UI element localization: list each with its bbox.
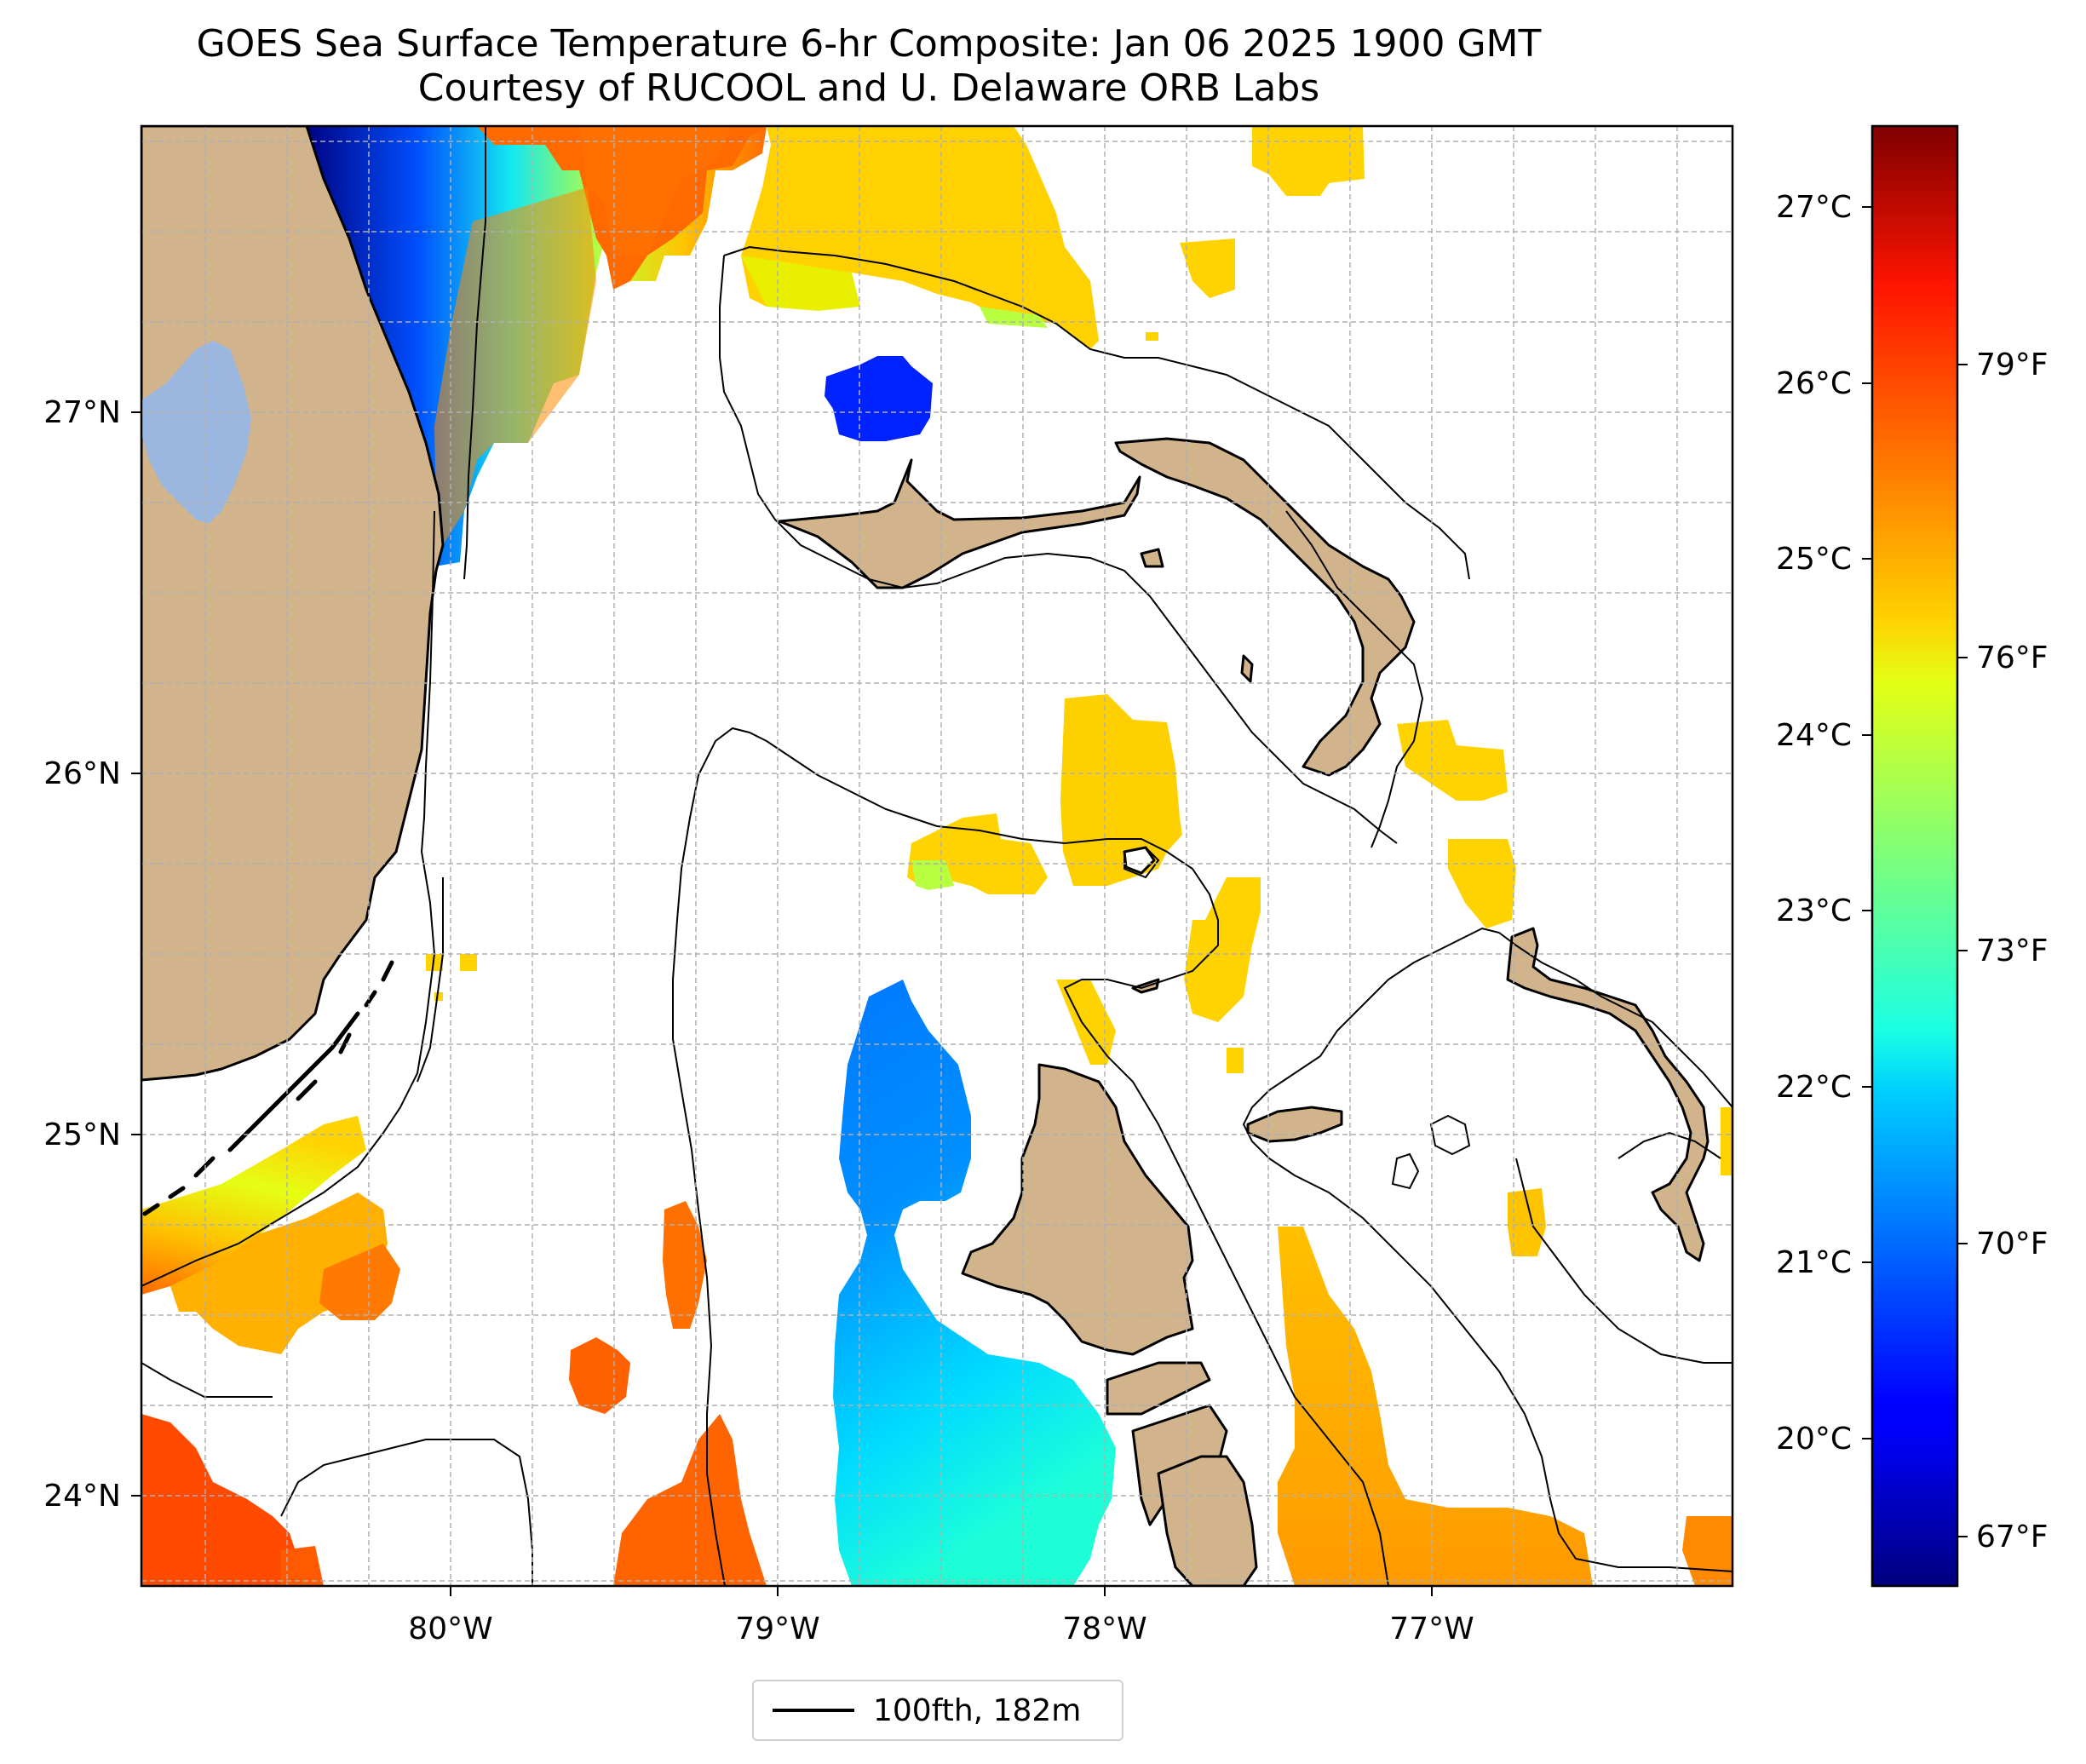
celsius-tick-label: 25°C bbox=[1776, 542, 1852, 577]
fahrenheit-tick-label: 79°F bbox=[1976, 348, 2049, 382]
lat-tick-label: 24°N bbox=[43, 1479, 121, 1514]
fahrenheit-tick-label: 76°F bbox=[1976, 641, 2049, 675]
gridlines bbox=[141, 126, 1733, 1586]
colorbar bbox=[1871, 124, 1959, 1588]
celsius-tick-label: 21°C bbox=[1776, 1245, 1852, 1280]
lon-tick-label: 77°W bbox=[1389, 1612, 1474, 1646]
celsius-ticks bbox=[1862, 206, 1872, 1439]
lat-tick-label: 25°N bbox=[43, 1118, 121, 1152]
map-area bbox=[141, 126, 1733, 1586]
lon-tick-label: 80°W bbox=[408, 1612, 492, 1646]
legend: 100fth, 182m bbox=[752, 1680, 1123, 1741]
fahrenheit-ticks bbox=[1957, 364, 1968, 1537]
celsius-tick-label: 22°C bbox=[1776, 1070, 1852, 1105]
lake-okeechobee bbox=[141, 341, 251, 524]
map-frame bbox=[140, 124, 1734, 1588]
florida-keys bbox=[142, 960, 394, 1216]
legend-line-swatch bbox=[773, 1709, 854, 1712]
lat-tick-label: 27°N bbox=[43, 395, 121, 430]
legend-label: 100fth, 182m bbox=[873, 1692, 1082, 1728]
axis-ticks bbox=[131, 411, 1433, 1596]
celsius-tick-label: 26°C bbox=[1776, 366, 1852, 401]
celsius-tick-label: 27°C bbox=[1776, 190, 1852, 225]
chart-subtitle: Courtesy of RUCOOL and U. Delaware ORB L… bbox=[417, 66, 1320, 110]
chart-title: GOES Sea Surface Temperature 6-hr Compos… bbox=[196, 22, 1542, 66]
fahrenheit-tick-label: 67°F bbox=[1976, 1520, 2049, 1554]
celsius-tick-label: 23°C bbox=[1776, 893, 1852, 928]
celsius-tick-label: 24°C bbox=[1776, 718, 1852, 753]
contour-100fth bbox=[141, 126, 1733, 1586]
fahrenheit-tick-label: 70°F bbox=[1976, 1227, 2049, 1261]
fahrenheit-tick-label: 73°F bbox=[1976, 934, 2049, 968]
lon-tick-label: 78°W bbox=[1062, 1612, 1146, 1646]
lat-tick-label: 26°N bbox=[43, 756, 121, 791]
celsius-tick-label: 20°C bbox=[1776, 1422, 1852, 1457]
lon-tick-label: 79°W bbox=[735, 1612, 819, 1646]
